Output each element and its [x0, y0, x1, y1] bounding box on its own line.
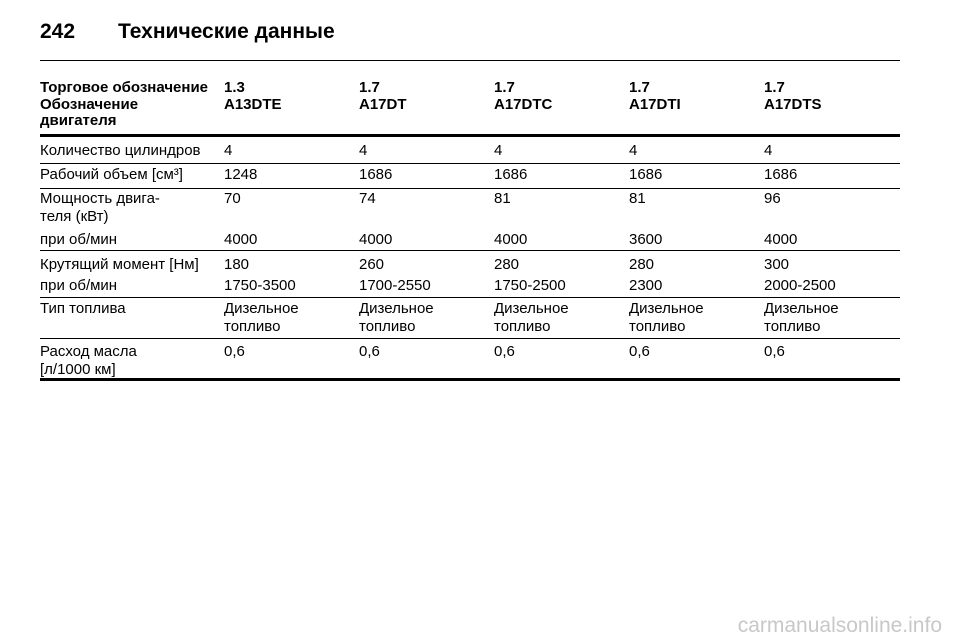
table-cell: Дизельное топливо: [764, 300, 839, 335]
table-cell: 81: [629, 190, 646, 207]
table-cell: 1686: [494, 166, 528, 183]
table-rule: [40, 378, 900, 381]
table-cell: 4000: [764, 231, 798, 248]
row-label: Мощность двига- теля (кВт): [40, 190, 160, 225]
row-label: Количество цилиндров: [40, 142, 201, 159]
header-cell: A17DTS: [764, 96, 822, 113]
table-cell: 180: [224, 256, 250, 273]
table-cell: 4: [224, 142, 233, 159]
table-cell: 0,6: [764, 343, 785, 360]
table-cell: 81: [494, 190, 511, 207]
table-cell: 4: [764, 142, 773, 159]
header-label: Обозначение двигателя: [40, 96, 139, 129]
table-cell: 280: [629, 256, 655, 273]
header-label: Торговое обозначение: [40, 79, 209, 96]
table-cell: 70: [224, 190, 241, 207]
table-rule: [40, 297, 900, 298]
table-cell: 4000: [224, 231, 258, 248]
table-cell: 0,6: [629, 343, 650, 360]
row-label: Рабочий объем [см³]: [40, 166, 183, 183]
table-cell: 96: [764, 190, 781, 207]
table-cell: 300: [764, 256, 790, 273]
header-cell: 1.7: [494, 79, 515, 96]
table-cell: Дизельное топливо: [629, 300, 704, 335]
table-cell: 74: [359, 190, 376, 207]
header-rule: [40, 60, 900, 61]
table-cell: 1248: [224, 166, 258, 183]
table-rule: [40, 163, 900, 164]
table-cell: 4: [494, 142, 503, 159]
table-cell: Дизельное топливо: [494, 300, 569, 335]
table-cell: Дизельное топливо: [224, 300, 299, 335]
table-cell: Дизельное топливо: [359, 300, 434, 335]
table-cell: 1686: [764, 166, 798, 183]
header-cell: A17DTC: [494, 96, 553, 113]
page-number: 242: [40, 20, 76, 43]
table-cell: 280: [494, 256, 520, 273]
header-cell: 1.7: [629, 79, 650, 96]
table-cell: 1686: [359, 166, 393, 183]
row-label: при об/мин: [40, 277, 118, 294]
header-cell: A13DTE: [224, 96, 282, 113]
header-cell: A17DT: [359, 96, 407, 113]
table-rule: [40, 134, 900, 137]
table-cell: 0,6: [359, 343, 380, 360]
table-cell: 0,6: [224, 343, 245, 360]
row-label: при об/мин: [40, 231, 118, 248]
row-label: Крутящий момент [Нм]: [40, 256, 199, 273]
table-cell: 1750-3500: [224, 277, 296, 294]
table-cell: 2300: [629, 277, 663, 294]
table-cell: 4: [629, 142, 638, 159]
table-cell: 1750-2500: [494, 277, 566, 294]
row-label: Расход масла [л/1000 км]: [40, 343, 137, 378]
table-cell: 1686: [629, 166, 663, 183]
table-rule: [40, 338, 900, 339]
table-rule: [40, 188, 900, 189]
row-label: Тип топлива: [40, 300, 126, 317]
watermark: carmanualsonline.info: [737, 614, 942, 637]
table-rule: [40, 250, 900, 251]
header-cell: A17DTI: [629, 96, 681, 113]
table-cell: 4: [359, 142, 368, 159]
table-cell: 260: [359, 256, 385, 273]
table-cell: 4000: [494, 231, 528, 248]
table-cell: 0,6: [494, 343, 515, 360]
table-cell: 2000-2500: [764, 277, 836, 294]
table-cell: 4000: [359, 231, 393, 248]
table-cell: 1700-2550: [359, 277, 431, 294]
header-cell: 1.3: [224, 79, 245, 96]
page-title: Технические данные: [118, 20, 335, 43]
header-cell: 1.7: [764, 79, 785, 96]
header-cell: 1.7: [359, 79, 380, 96]
table-cell: 3600: [629, 231, 663, 248]
